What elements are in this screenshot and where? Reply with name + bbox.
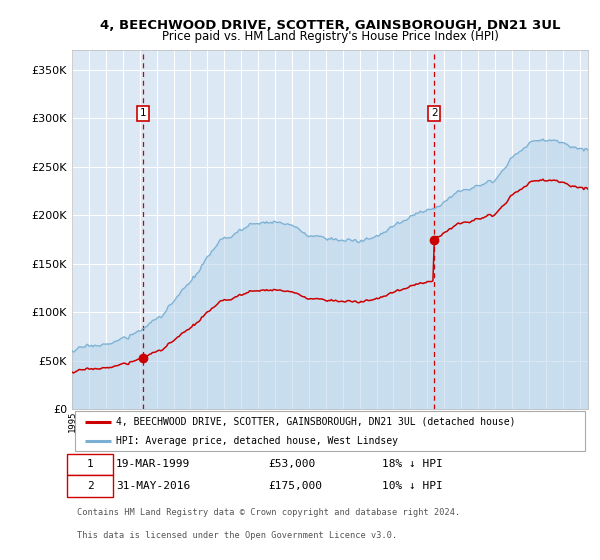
- Text: 4, BEECHWOOD DRIVE, SCOTTER, GAINSBOROUGH, DN21 3UL (detached house): 4, BEECHWOOD DRIVE, SCOTTER, GAINSBOROUG…: [116, 417, 515, 427]
- Text: This data is licensed under the Open Government Licence v3.0.: This data is licensed under the Open Gov…: [77, 531, 397, 540]
- FancyBboxPatch shape: [67, 454, 113, 474]
- Text: 19-MAR-1999: 19-MAR-1999: [116, 459, 190, 469]
- Text: 18% ↓ HPI: 18% ↓ HPI: [382, 459, 442, 469]
- FancyBboxPatch shape: [74, 412, 586, 451]
- Text: Contains HM Land Registry data © Crown copyright and database right 2024.: Contains HM Land Registry data © Crown c…: [77, 508, 460, 517]
- Text: HPI: Average price, detached house, West Lindsey: HPI: Average price, detached house, West…: [116, 436, 398, 446]
- Text: 1: 1: [86, 459, 94, 469]
- Text: 10% ↓ HPI: 10% ↓ HPI: [382, 481, 442, 491]
- Text: 1: 1: [140, 109, 146, 119]
- Text: £175,000: £175,000: [268, 481, 322, 491]
- Text: £53,000: £53,000: [268, 459, 316, 469]
- Text: 2: 2: [431, 109, 437, 119]
- Text: 31-MAY-2016: 31-MAY-2016: [116, 481, 190, 491]
- Text: Price paid vs. HM Land Registry's House Price Index (HPI): Price paid vs. HM Land Registry's House …: [161, 30, 499, 43]
- Text: 4, BEECHWOOD DRIVE, SCOTTER, GAINSBOROUGH, DN21 3UL: 4, BEECHWOOD DRIVE, SCOTTER, GAINSBOROUG…: [100, 18, 560, 32]
- Text: 2: 2: [86, 481, 94, 491]
- FancyBboxPatch shape: [67, 475, 113, 497]
